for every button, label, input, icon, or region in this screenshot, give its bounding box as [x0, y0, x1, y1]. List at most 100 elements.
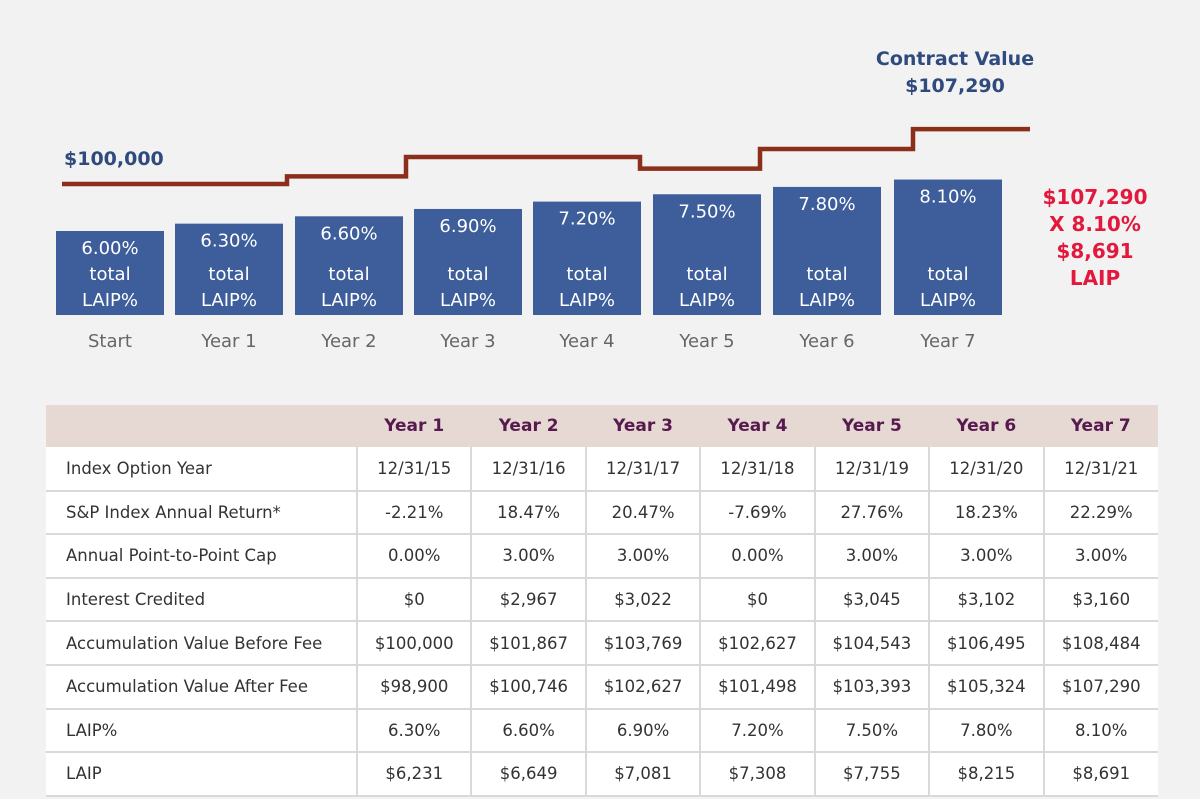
calc-result: $8,691 LAIP [1056, 239, 1134, 290]
bar-laip-label: LAIP% [82, 290, 138, 311]
bar-4 [533, 201, 641, 315]
table-cell: 22.29% [1043, 490, 1158, 536]
table-cell: $101,867 [471, 621, 587, 666]
table-cell: $3,022 [585, 577, 702, 623]
table-cell: 0.00% [357, 534, 473, 579]
table-cell: 6.60% [471, 708, 587, 754]
table-cell: $103,769 [585, 621, 702, 666]
table-cell: $8,215 [929, 752, 1045, 797]
bar-value-label: 6.60% [320, 223, 377, 244]
table-cell: $103,393 [814, 664, 931, 710]
table-cell: $104,543 [814, 621, 931, 666]
bar-laip-label: LAIP% [679, 290, 735, 311]
table-cell: $100,000 [357, 621, 473, 666]
table-cell: 18.23% [929, 490, 1045, 536]
laip-chart: 6.00% total LAIP% Start 6.30% total LAIP% Year … [56, 126, 1030, 352]
bar-total-label: total [208, 264, 249, 285]
table-row: Index Option Year 12/31/15 12/31/16 12/31/1… [46, 447, 1158, 492]
table-cell: $3,160 [1043, 577, 1158, 623]
table-header-cell: Year 4 [727, 416, 788, 436]
x-tick-label: Year 6 [798, 331, 854, 352]
contract-value-step-line [62, 126, 1030, 187]
calc-multiplier: X 8.10% [1049, 212, 1141, 236]
table-row: Annual Point-to-Point Cap 0.00% 3.00% 3.00%… [46, 534, 1158, 579]
table-cell: 7.20% [700, 708, 816, 754]
table-cell: 12/31/21 [1043, 447, 1158, 492]
bar-laip-label: LAIP% [799, 290, 855, 311]
calc-contract-value: $107,290 [1042, 185, 1148, 209]
bar-0 [56, 231, 164, 315]
bar-laip-label: LAIP% [321, 290, 377, 311]
table-cell: 12/31/16 [471, 447, 587, 492]
x-tick-label: Year 7 [919, 331, 975, 352]
table-header-cell: Year 3 [613, 416, 673, 436]
bar-laip-label: LAIP% [920, 290, 976, 311]
bar-5 [653, 194, 761, 315]
table-cell: 12/31/17 [585, 447, 702, 492]
table-cell: 27.76% [814, 490, 931, 536]
table-cell: $108,484 [1043, 621, 1158, 666]
row-label: Index Option Year [46, 447, 358, 492]
table-cell: 8.10% [1043, 708, 1158, 754]
table-cell: $6,231 [357, 752, 473, 797]
table-row: S&P Index Annual Return* -2.21% 18.47% 20.4… [46, 490, 1158, 536]
table-header-blank [46, 405, 357, 447]
x-tick-label: Year 2 [320, 331, 376, 352]
table-cell: $3,102 [929, 577, 1045, 623]
table-cell: $100,746 [471, 664, 587, 710]
table-cell: $102,627 [700, 621, 816, 666]
table-cell: -2.21% [357, 490, 473, 536]
table-cell: $102,627 [585, 664, 702, 710]
table-header-cell: Year 2 [498, 416, 559, 436]
bar-total-label: total [328, 264, 369, 285]
table-cell: 3.00% [814, 534, 931, 579]
table-cell: $8,691 [1043, 752, 1158, 797]
table-cell: $0 [357, 577, 473, 623]
bar-total-label: total [686, 264, 727, 285]
bar-total-label: total [927, 264, 968, 285]
table-header-cell: Year 5 [841, 416, 902, 436]
x-tick-label: Year 4 [558, 331, 614, 352]
table-cell: 3.00% [471, 534, 587, 579]
bar-total-label: total [447, 264, 488, 285]
contract-value-amount: $107,290 [905, 75, 1005, 97]
table-cell: 6.90% [585, 708, 702, 754]
row-label: LAIP [46, 752, 358, 797]
table-cell: 12/31/15 [357, 447, 473, 492]
row-label: S&P Index Annual Return* [46, 490, 358, 536]
table-header-cell: Year 7 [1070, 416, 1131, 436]
table-cell: 3.00% [929, 534, 1045, 579]
row-label: Annual Point-to-Point Cap [46, 534, 358, 579]
bar-value-label: 6.30% [200, 231, 257, 252]
x-tick-label: Year 3 [439, 331, 495, 352]
x-tick-label: Year 1 [200, 331, 256, 352]
table-row: Accumulation Value After Fee $98,900 $100,… [46, 664, 1158, 710]
bar-laip-label: LAIP% [201, 290, 257, 311]
bar-value-label: 7.50% [678, 201, 735, 222]
table-cell: $3,045 [814, 577, 931, 623]
x-tick-label: Start [88, 331, 132, 352]
table-cell: -7.69% [700, 490, 816, 536]
table-cell: $101,498 [700, 664, 816, 710]
table-cell: 3.00% [1043, 534, 1158, 579]
start-value-label: $100,000 [64, 148, 164, 170]
bar-total-label: total [566, 264, 607, 285]
table-cell: 18.47% [471, 490, 587, 536]
table-cell: $7,755 [814, 752, 931, 797]
bar-total-label: total [89, 264, 130, 285]
table-cell: 7.80% [929, 708, 1045, 754]
table-header-cell: Year 1 [384, 416, 445, 436]
table-cell: 6.30% [357, 708, 473, 754]
table-cell: 12/31/18 [700, 447, 816, 492]
row-label: Accumulation Value Before Fee [46, 621, 358, 666]
illustration-table: Year 1 Year 2 Year 3 Year 4 Year 5 Year 6 Year… [46, 405, 1158, 797]
table-cell: $7,081 [585, 752, 702, 797]
bar-3 [414, 208, 522, 315]
table-cell: 12/31/19 [814, 447, 931, 492]
table-cell: 3.00% [585, 534, 702, 579]
table-cell: 12/31/20 [929, 447, 1045, 492]
table-header-row: Year 1 Year 2 Year 3 Year 4 Year 5 Year 6 Year… [46, 405, 1158, 447]
table-row: LAIP% 6.30% 6.60% 6.90% 7.20% 7.50% 7.80% 8.10% [46, 708, 1158, 754]
x-tick-label: Year 5 [678, 331, 734, 352]
table-row: Interest Credited $0 $2,967 $3,022 $0 $3,045 $… [46, 577, 1158, 623]
